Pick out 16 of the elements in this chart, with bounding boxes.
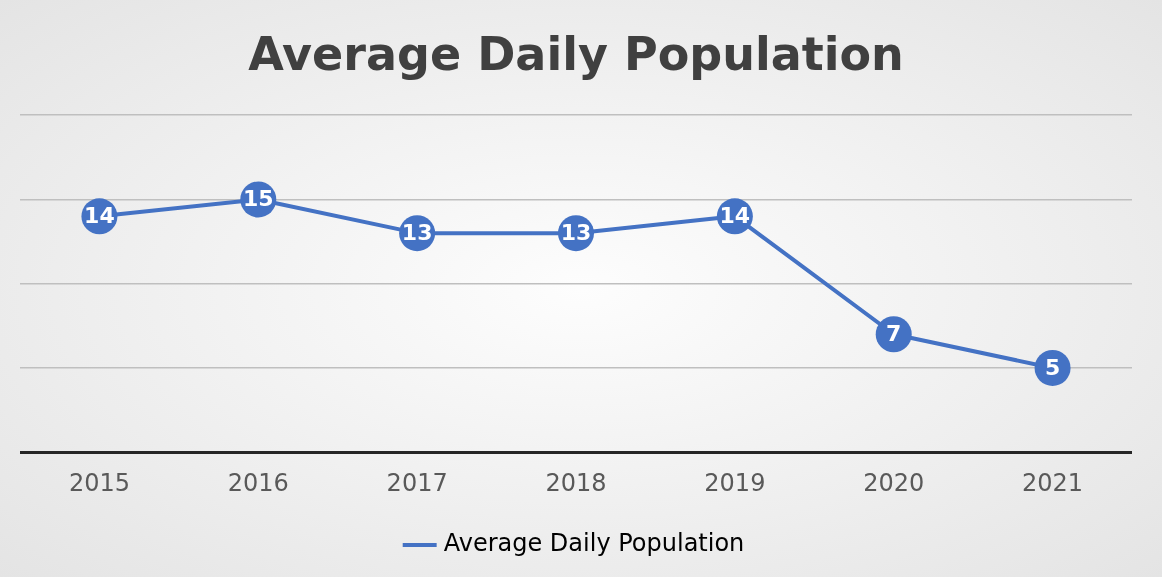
x-tick-label: 2018 bbox=[545, 468, 607, 497]
data-label: 14 bbox=[84, 203, 115, 229]
data-label: 14 bbox=[719, 203, 751, 229]
x-tick-label: 2021 bbox=[1022, 468, 1084, 497]
x-tick-label: 2017 bbox=[386, 468, 448, 497]
chart-title: Average Daily Population bbox=[248, 26, 904, 81]
data-label: 7 bbox=[886, 320, 902, 346]
x-tick-label: 2016 bbox=[227, 468, 289, 497]
data-label: 15 bbox=[242, 186, 274, 212]
x-tick-label: 2019 bbox=[704, 468, 766, 497]
data-label: 5 bbox=[1044, 354, 1061, 380]
data-label: 13 bbox=[560, 219, 592, 245]
x-tick-label: 2020 bbox=[863, 468, 925, 497]
data-label: 13 bbox=[401, 219, 433, 245]
legend-label: Average Daily Population bbox=[443, 529, 745, 558]
x-tick-label: 2015 bbox=[68, 468, 130, 497]
